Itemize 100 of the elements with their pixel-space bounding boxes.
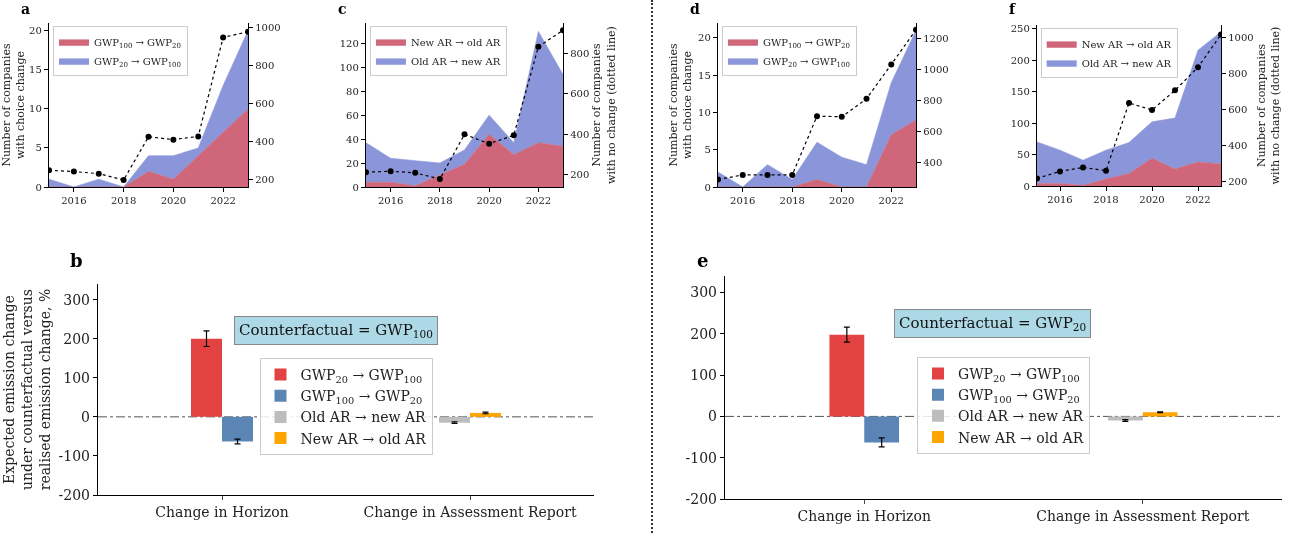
point: [1195, 64, 1201, 71]
legend-label: GWP$_{20}$ → GWP$_{100}$: [300, 366, 423, 385]
point: [789, 171, 796, 178]
y-tick-label: 50: [1017, 149, 1030, 161]
y-axis-title: Number of companies with choice change: [666, 43, 694, 167]
point: [1172, 87, 1178, 94]
annotation: Counterfactual = GWP$_{20}$: [899, 314, 1087, 334]
legend-label: Old AR → new AR: [958, 408, 1084, 425]
y2-tick-label: 400: [923, 156, 943, 168]
y-tick-label: 100: [339, 61, 359, 73]
point: [95, 170, 102, 177]
legend-label: Old AR → new AR: [1081, 57, 1172, 69]
y-tick-label: 100: [63, 369, 90, 386]
annotation: Counterfactual = GWP$_{100}$: [239, 321, 433, 341]
legend-label: GWP$_{20}$ → GWP$_{100}$: [958, 365, 1080, 384]
y-tick-label: 120: [339, 37, 359, 49]
y2-tick-label: 800: [255, 60, 275, 72]
y-tick-label: -200: [58, 486, 90, 503]
y-axis-title: Number of companies with choice change: [0, 43, 28, 167]
x-tick-label: 2022: [1185, 194, 1211, 206]
x-tick-label: 2020: [1139, 194, 1165, 206]
point: [1057, 168, 1063, 175]
y-tick-label: 100: [690, 367, 717, 384]
y-tick-label: 200: [1010, 54, 1030, 66]
point: [814, 113, 820, 120]
y-tick-label: 20: [29, 25, 42, 37]
legend-label: Old AR → new AR: [410, 55, 501, 67]
point: [1080, 164, 1086, 171]
point: [412, 169, 419, 176]
y-tick-label: 0: [352, 181, 359, 193]
legend-label: GWP$_{100}$ → GWP$_{20}$: [762, 36, 850, 50]
point: [220, 34, 227, 41]
y2-tick-label: 400: [570, 128, 590, 140]
chart-title: c: [338, 0, 347, 17]
point: [863, 95, 870, 102]
y2-tick-label: 600: [570, 88, 590, 100]
y-tick-label: 10: [698, 106, 711, 118]
y2-tick-label: 200: [255, 174, 275, 186]
x-tick-label: 2018: [1093, 194, 1119, 206]
y2-tick-label: 800: [570, 47, 590, 59]
legend-label: New AR → old AR: [958, 429, 1084, 446]
x-tick-label: Change in Assessment Report: [1036, 508, 1250, 524]
x-tick-label: 2022: [878, 195, 904, 207]
y2-tick-label: 600: [255, 98, 275, 110]
point: [486, 140, 493, 147]
x-tick-label: 2018: [427, 195, 453, 207]
y-tick-label: 0: [35, 181, 42, 193]
y-tick-label: 250: [1010, 23, 1030, 35]
legend-label: GWP$_{20}$ → GWP$_{100}$: [762, 55, 850, 69]
y-tick-label: 0: [81, 408, 90, 425]
y2-tick-label: 1200: [923, 32, 949, 44]
point: [170, 136, 177, 143]
x-tick-label: 2016: [1047, 194, 1073, 206]
x-tick-label: Change in Horizon: [155, 504, 289, 520]
y2-tick-label: 200: [570, 169, 590, 181]
y-tick-label: 0: [1023, 180, 1030, 192]
legend-label: New AR → old AR: [410, 36, 501, 48]
x-tick-label: 2016: [61, 195, 87, 207]
point: [387, 168, 394, 175]
point: [535, 43, 542, 50]
point: [436, 176, 443, 183]
x-tick-label: 2022: [210, 195, 236, 207]
y-tick-label: 0: [704, 181, 711, 193]
y-tick-label: 80: [346, 85, 359, 97]
legend-label: New AR → old AR: [1081, 38, 1172, 50]
point: [461, 131, 468, 138]
y-tick-label: 100: [1010, 117, 1030, 129]
y-tick-label: 5: [35, 142, 42, 154]
point: [764, 171, 771, 178]
x-tick-label: 2022: [525, 195, 552, 207]
y-tick-label: 0: [708, 408, 717, 425]
x-tick-label: 2018: [779, 195, 805, 207]
y-tick-label: 300: [690, 284, 717, 301]
legend-label: GWP$_{100}$ → GWP$_{20}$: [93, 36, 182, 50]
y2-tick-label: 1000: [255, 22, 281, 34]
chart-title: f: [1009, 0, 1016, 17]
y-tick-label: 150: [1010, 86, 1030, 98]
x-tick-label: 2020: [476, 195, 502, 207]
chart-title: d: [690, 0, 700, 17]
legend-label: New AR → old AR: [300, 430, 427, 447]
y2-tick-label: 1000: [1228, 31, 1254, 43]
y2-tick-label: 1000: [923, 63, 949, 75]
y2-axis-title: Number of companies with no change (dotted line): [590, 26, 618, 184]
y-tick-label: 200: [690, 325, 717, 342]
point: [838, 113, 845, 120]
point: [888, 61, 895, 68]
x-tick-label: Change in Assessment Report: [363, 504, 577, 520]
y-axis-title: Expected emission change under counterfactual versus realised emission change, %: [0, 288, 54, 491]
point: [195, 133, 202, 140]
x-tick-label: 2020: [829, 195, 855, 207]
y-tick-label: 300: [63, 291, 90, 308]
y-tick-label: 15: [29, 64, 42, 76]
y-tick-label: 20: [346, 157, 359, 169]
point: [1103, 167, 1109, 174]
point: [510, 132, 517, 139]
chart-title: a: [21, 0, 31, 17]
y2-tick-label: 600: [1228, 103, 1248, 115]
y-tick-label: 10: [29, 103, 42, 115]
legend-label: GWP$_{20}$ → GWP$_{100}$: [93, 55, 182, 69]
y2-tick-label: 600: [923, 125, 943, 137]
